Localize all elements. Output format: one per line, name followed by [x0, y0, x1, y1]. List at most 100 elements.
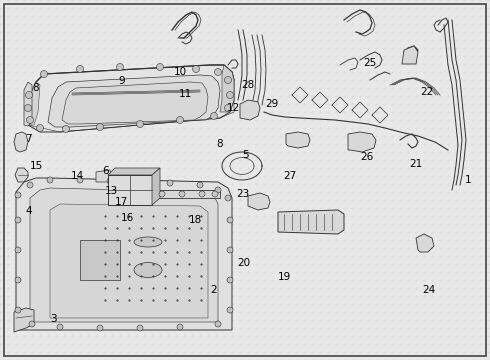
Circle shape — [107, 178, 113, 184]
Text: 2: 2 — [210, 285, 217, 295]
Polygon shape — [108, 175, 152, 205]
Circle shape — [225, 195, 231, 201]
Polygon shape — [16, 178, 232, 330]
Circle shape — [212, 191, 218, 197]
Polygon shape — [24, 82, 32, 126]
Ellipse shape — [134, 237, 162, 247]
Polygon shape — [402, 46, 418, 64]
Circle shape — [57, 324, 63, 330]
Circle shape — [227, 307, 233, 313]
Text: 9: 9 — [118, 76, 125, 86]
Circle shape — [15, 247, 21, 253]
Circle shape — [15, 217, 21, 223]
Ellipse shape — [134, 262, 162, 278]
Polygon shape — [50, 204, 208, 318]
Circle shape — [26, 117, 33, 123]
Circle shape — [29, 321, 35, 327]
Circle shape — [137, 325, 143, 331]
Text: 14: 14 — [71, 171, 84, 181]
Polygon shape — [220, 65, 234, 112]
Polygon shape — [278, 210, 344, 234]
Polygon shape — [108, 168, 160, 175]
Text: 11: 11 — [178, 89, 192, 99]
Circle shape — [25, 91, 32, 99]
Text: 8: 8 — [216, 139, 223, 149]
Circle shape — [176, 117, 183, 123]
Polygon shape — [15, 168, 28, 182]
Circle shape — [197, 182, 203, 188]
Text: 13: 13 — [105, 186, 119, 196]
Text: 12: 12 — [226, 103, 240, 113]
Text: 21: 21 — [409, 159, 422, 169]
Circle shape — [159, 191, 165, 197]
Text: 17: 17 — [115, 197, 128, 207]
Text: 8: 8 — [32, 83, 39, 93]
Text: 1: 1 — [465, 175, 471, 185]
Circle shape — [177, 324, 183, 330]
Text: 19: 19 — [277, 272, 291, 282]
Circle shape — [199, 191, 205, 197]
Circle shape — [137, 179, 143, 185]
Circle shape — [97, 123, 103, 130]
Polygon shape — [348, 132, 376, 152]
Polygon shape — [240, 100, 260, 120]
Circle shape — [227, 217, 233, 223]
Circle shape — [227, 277, 233, 283]
Text: 26: 26 — [360, 152, 373, 162]
Text: 29: 29 — [265, 99, 279, 109]
Text: 23: 23 — [236, 189, 249, 199]
Polygon shape — [14, 132, 28, 152]
Text: 7: 7 — [25, 134, 32, 144]
Polygon shape — [416, 234, 434, 252]
Polygon shape — [62, 82, 208, 124]
Text: 10: 10 — [174, 67, 187, 77]
Circle shape — [41, 71, 48, 77]
Polygon shape — [28, 82, 40, 125]
Circle shape — [15, 277, 21, 283]
Polygon shape — [14, 308, 34, 332]
Text: 3: 3 — [50, 314, 57, 324]
Text: 28: 28 — [241, 80, 254, 90]
Polygon shape — [48, 75, 220, 127]
Text: 4: 4 — [25, 206, 32, 216]
Polygon shape — [152, 190, 220, 198]
Circle shape — [137, 121, 144, 127]
Circle shape — [117, 63, 123, 71]
Circle shape — [76, 66, 83, 72]
Circle shape — [179, 191, 185, 197]
Circle shape — [224, 77, 231, 84]
Text: 15: 15 — [30, 161, 44, 171]
Circle shape — [227, 247, 233, 253]
Text: 24: 24 — [422, 285, 436, 295]
Text: 22: 22 — [420, 87, 434, 97]
Circle shape — [193, 66, 199, 72]
Circle shape — [15, 307, 21, 313]
Circle shape — [224, 104, 231, 112]
Circle shape — [167, 180, 173, 186]
Polygon shape — [248, 193, 270, 210]
Circle shape — [215, 187, 221, 193]
Polygon shape — [30, 188, 218, 322]
Polygon shape — [152, 168, 160, 205]
Text: 20: 20 — [238, 258, 250, 268]
Polygon shape — [28, 65, 234, 132]
Polygon shape — [286, 132, 310, 148]
Circle shape — [156, 63, 164, 71]
Text: 18: 18 — [188, 215, 202, 225]
Circle shape — [211, 112, 218, 120]
Circle shape — [215, 68, 221, 76]
Text: 16: 16 — [121, 213, 134, 223]
Text: 25: 25 — [363, 58, 377, 68]
Circle shape — [97, 325, 103, 331]
Circle shape — [36, 125, 44, 131]
Circle shape — [77, 177, 83, 183]
Text: 27: 27 — [283, 171, 297, 181]
Polygon shape — [96, 170, 112, 182]
Circle shape — [215, 321, 221, 327]
Text: 6: 6 — [102, 166, 109, 176]
Circle shape — [27, 182, 33, 188]
Polygon shape — [80, 240, 120, 280]
Circle shape — [15, 192, 21, 198]
Circle shape — [63, 126, 70, 132]
Circle shape — [47, 177, 53, 183]
